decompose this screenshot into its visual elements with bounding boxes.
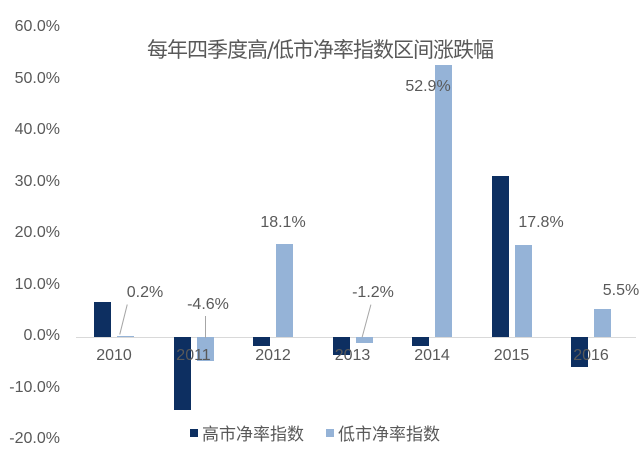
legend-swatch-high-icon xyxy=(190,428,198,437)
bar-low xyxy=(276,243,293,337)
data-label: -1.2% xyxy=(352,284,394,301)
legend-item-low-pb: 低市净率指数 xyxy=(326,420,440,445)
bar-low xyxy=(117,335,134,338)
y-tick-label: 40.0% xyxy=(14,121,60,138)
x-tick-label: 2015 xyxy=(493,347,530,364)
legend-item-high-pb: 高市净率指数 xyxy=(190,420,304,445)
bar-low xyxy=(355,337,373,344)
data-label: 18.1% xyxy=(260,214,306,231)
bar-high xyxy=(571,337,588,367)
x-tick-label: 2010 xyxy=(96,347,132,364)
x-tick-label: 2011 xyxy=(176,347,211,364)
y-tick-label: 0.0% xyxy=(23,327,60,344)
y-tick-label: 30.0% xyxy=(14,172,60,190)
legend-swatch-low-icon xyxy=(326,428,334,437)
data-label: 0.2% xyxy=(126,284,164,301)
x-tick-label: 2012 xyxy=(255,347,291,364)
bar-high xyxy=(412,337,429,347)
y-tick-label: 50.0% xyxy=(14,69,60,87)
y-tick-label: -10.0% xyxy=(9,378,60,396)
data-label: 17.8% xyxy=(518,214,564,231)
legend: 高市净率指数 低市净率指数 xyxy=(190,420,462,445)
y-tick-label: 20.0% xyxy=(14,224,60,241)
x-tick-label: 2013 xyxy=(334,347,371,364)
chart-title: 每年四季度高/低市净率指数区间涨跌幅 xyxy=(146,38,494,62)
bar-high xyxy=(253,337,270,347)
x-tick-label: 2016 xyxy=(573,347,609,364)
x-tick-label: 2014 xyxy=(414,347,450,364)
y-tick-label: 10.0% xyxy=(14,275,60,293)
legend-label: 低市净率指数 xyxy=(338,425,440,445)
legend-label: 高市净率指数 xyxy=(202,425,304,445)
y-tick-label: 60.0% xyxy=(14,18,60,35)
bar-high xyxy=(94,301,111,337)
y-tick-label: -20.0% xyxy=(9,430,60,447)
data-label: -4.6% xyxy=(187,296,229,313)
bar-low xyxy=(435,64,452,337)
bar-high xyxy=(491,175,509,337)
bar-low xyxy=(514,245,532,337)
bar-high xyxy=(173,337,191,411)
data-label-leader xyxy=(205,316,206,338)
data-label: 5.5% xyxy=(602,282,640,299)
bar-high xyxy=(332,337,350,356)
data-label-leader xyxy=(119,304,128,335)
bar-low xyxy=(594,308,611,337)
data-label: 52.9% xyxy=(405,78,451,95)
bar-low xyxy=(196,337,214,361)
data-label-leader xyxy=(361,304,372,338)
